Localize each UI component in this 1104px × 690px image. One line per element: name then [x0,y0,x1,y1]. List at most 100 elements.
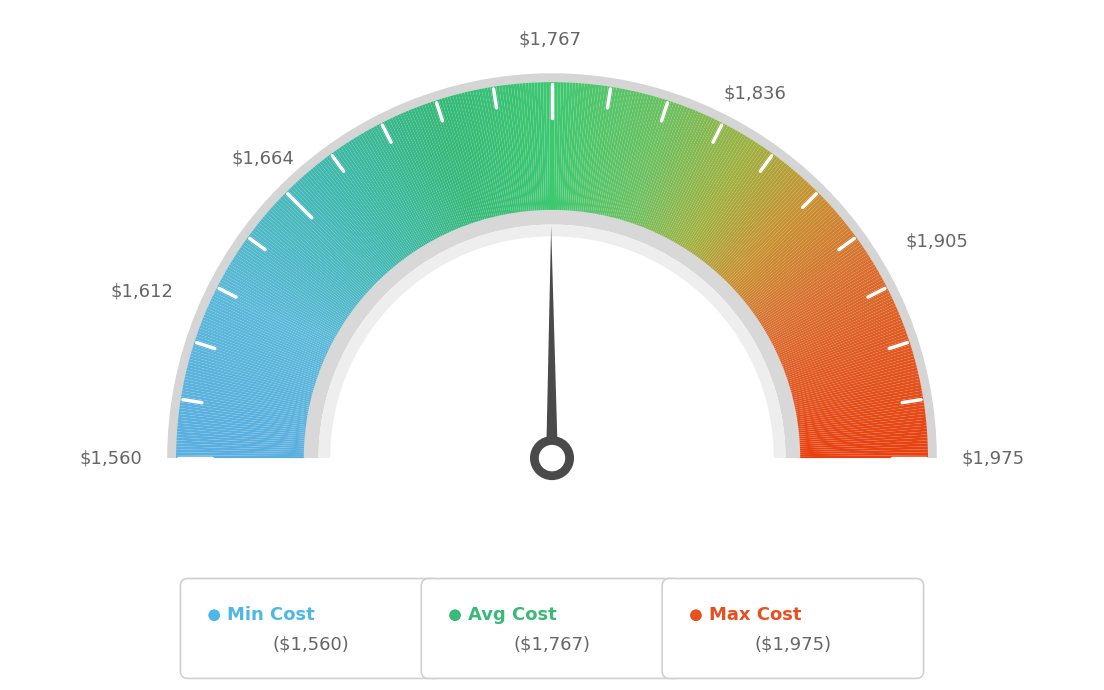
Wedge shape [390,118,447,236]
Wedge shape [764,267,878,334]
Wedge shape [369,128,433,243]
Wedge shape [778,308,899,362]
Wedge shape [793,376,920,406]
Wedge shape [688,144,761,253]
Wedge shape [648,112,701,232]
Wedge shape [348,141,420,250]
Wedge shape [744,223,847,306]
Wedge shape [355,136,425,248]
Wedge shape [358,135,426,247]
Wedge shape [341,146,415,254]
Wedge shape [236,252,346,324]
Wedge shape [641,108,690,228]
Wedge shape [333,150,410,257]
Wedge shape [411,108,461,229]
Wedge shape [709,168,794,269]
Wedge shape [645,110,696,230]
Wedge shape [232,259,342,329]
Wedge shape [757,249,867,323]
Wedge shape [602,90,631,217]
Wedge shape [436,99,478,224]
Wedge shape [787,342,911,384]
Wedge shape [598,89,625,216]
Wedge shape [185,373,311,404]
Wedge shape [796,400,924,422]
Wedge shape [699,156,777,261]
Wedge shape [682,139,753,250]
Wedge shape [753,239,860,316]
Wedge shape [671,128,735,243]
Text: $1,836: $1,836 [723,84,786,102]
Wedge shape [794,385,922,412]
Wedge shape [373,126,436,241]
Wedge shape [564,83,573,212]
Wedge shape [167,73,937,458]
Wedge shape [193,342,317,384]
Wedge shape [187,364,314,399]
Wedge shape [795,388,922,414]
Wedge shape [226,267,340,334]
Wedge shape [386,119,445,237]
Circle shape [690,609,702,621]
Wedge shape [293,184,383,279]
Wedge shape [634,104,679,226]
Wedge shape [583,85,602,213]
Wedge shape [280,197,374,288]
Wedge shape [310,168,395,269]
Wedge shape [212,295,330,353]
Wedge shape [225,269,339,336]
Wedge shape [664,123,725,239]
Wedge shape [490,87,513,215]
Wedge shape [204,311,325,364]
Wedge shape [433,101,476,224]
Wedge shape [284,193,378,285]
Wedge shape [201,319,322,369]
Wedge shape [798,431,927,442]
Wedge shape [297,180,386,277]
Wedge shape [750,233,854,311]
Wedge shape [505,85,523,213]
FancyBboxPatch shape [662,578,924,678]
Wedge shape [177,444,306,451]
Wedge shape [734,205,832,293]
Wedge shape [282,195,376,286]
Wedge shape [229,264,341,333]
Wedge shape [570,83,582,212]
Wedge shape [178,423,306,437]
Wedge shape [188,362,314,397]
Wedge shape [762,259,872,329]
Wedge shape [707,165,789,267]
Wedge shape [798,426,927,439]
Wedge shape [213,293,330,351]
Wedge shape [461,92,495,219]
Wedge shape [733,203,830,292]
Wedge shape [752,237,858,315]
Wedge shape [659,119,718,237]
Wedge shape [192,345,317,386]
Wedge shape [760,254,870,326]
Wedge shape [747,228,851,308]
Wedge shape [210,301,328,357]
Wedge shape [286,190,379,284]
Wedge shape [794,382,921,410]
Wedge shape [716,178,805,275]
Wedge shape [700,157,781,262]
Wedge shape [636,104,682,226]
Wedge shape [442,98,481,222]
Wedge shape [601,89,628,217]
Text: $1,767: $1,767 [519,30,582,48]
Wedge shape [176,452,306,456]
Wedge shape [718,180,807,277]
Wedge shape [786,339,910,382]
Wedge shape [230,262,341,331]
Wedge shape [628,101,671,224]
Wedge shape [224,272,338,337]
Wedge shape [178,420,307,435]
Wedge shape [479,89,506,216]
Wedge shape [772,288,889,348]
Wedge shape [266,212,365,298]
Wedge shape [177,446,306,452]
Wedge shape [798,446,927,452]
Wedge shape [319,161,401,264]
Wedge shape [779,314,901,366]
